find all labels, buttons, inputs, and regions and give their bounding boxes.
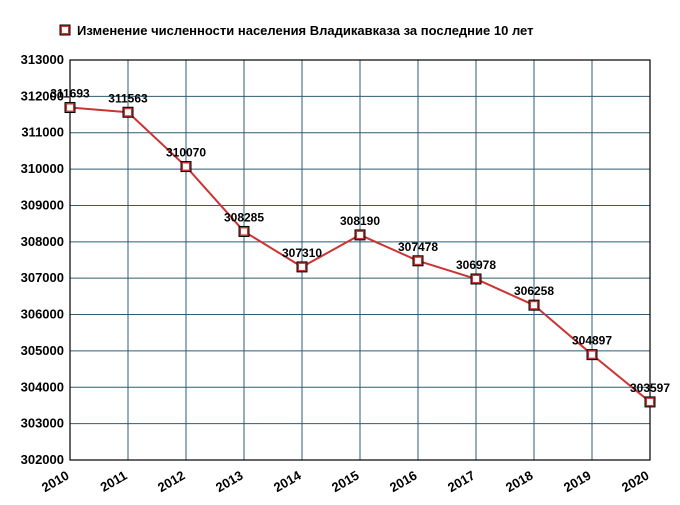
chart-container: 302000 303000 304000 305000 306000 307000 3080… <box>0 0 680 505</box>
value-label: 306258 <box>514 284 554 298</box>
data-marker-inner <box>299 264 305 270</box>
value-label: 311693 <box>50 87 90 101</box>
value-label: 306978 <box>456 258 496 272</box>
value-label: 307310 <box>282 246 322 260</box>
y-tick-label: 308000 <box>21 234 64 249</box>
data-marker-inner <box>473 276 479 282</box>
value-label: 304897 <box>572 334 612 348</box>
value-label: 311563 <box>108 91 148 105</box>
value-label: 308285 <box>224 210 264 224</box>
data-marker-inner <box>531 302 537 308</box>
value-label: 308190 <box>340 214 380 228</box>
y-tick-label: 307000 <box>21 270 64 285</box>
value-label: 303597 <box>630 381 670 395</box>
y-tick-label: 313000 <box>21 52 64 67</box>
value-label: 310070 <box>166 146 206 160</box>
data-marker-inner <box>647 399 653 405</box>
population-chart: 302000 303000 304000 305000 306000 307000 3080… <box>0 0 680 500</box>
y-tick-label: 302000 <box>21 452 64 467</box>
data-marker-inner <box>589 352 595 358</box>
data-marker-inner <box>241 228 247 234</box>
data-marker-inner <box>183 164 189 170</box>
y-tick-label: 310000 <box>21 161 64 176</box>
y-tick-label: 304000 <box>21 379 64 394</box>
value-label: 307478 <box>398 240 438 254</box>
legend-marker-inner <box>62 27 68 33</box>
y-tick-label: 306000 <box>21 307 64 322</box>
y-tick-label: 303000 <box>21 416 64 431</box>
y-tick-label: 311000 <box>21 125 64 140</box>
y-tick-label: 305000 <box>21 343 64 358</box>
data-marker-inner <box>357 232 363 238</box>
y-tick-label: 309000 <box>21 197 64 212</box>
legend-label: Изменение численности населения Владикав… <box>77 23 533 38</box>
data-marker-inner <box>415 258 421 264</box>
data-marker-inner <box>67 105 73 111</box>
data-marker-inner <box>125 109 131 115</box>
